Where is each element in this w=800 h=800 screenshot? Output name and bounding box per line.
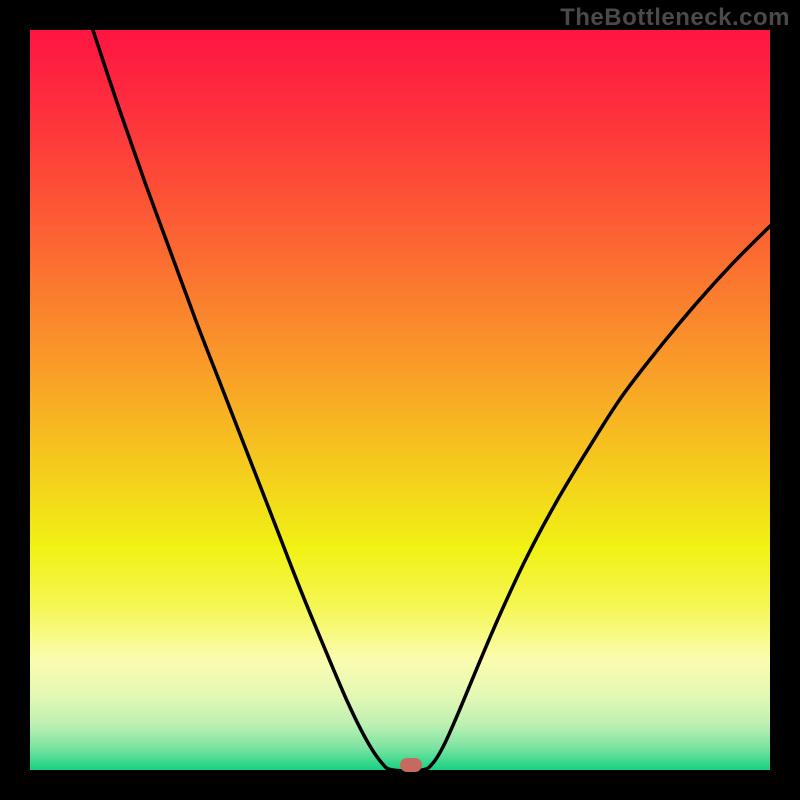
chart-container: TheBottleneck.com [0, 0, 800, 800]
curve-path [93, 30, 770, 770]
optimum-marker [400, 758, 422, 772]
bottleneck-curve [30, 30, 770, 770]
watermark-text: TheBottleneck.com [560, 4, 790, 32]
